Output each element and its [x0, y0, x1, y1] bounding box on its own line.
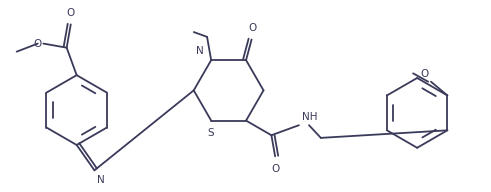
Text: N: N — [97, 175, 105, 185]
Text: O: O — [420, 69, 429, 79]
Text: O: O — [33, 39, 42, 49]
Text: N: N — [195, 46, 203, 56]
Text: S: S — [208, 128, 215, 138]
Text: O: O — [67, 8, 75, 18]
Text: NH: NH — [302, 112, 318, 122]
Text: O: O — [271, 164, 279, 174]
Text: O: O — [248, 23, 257, 33]
